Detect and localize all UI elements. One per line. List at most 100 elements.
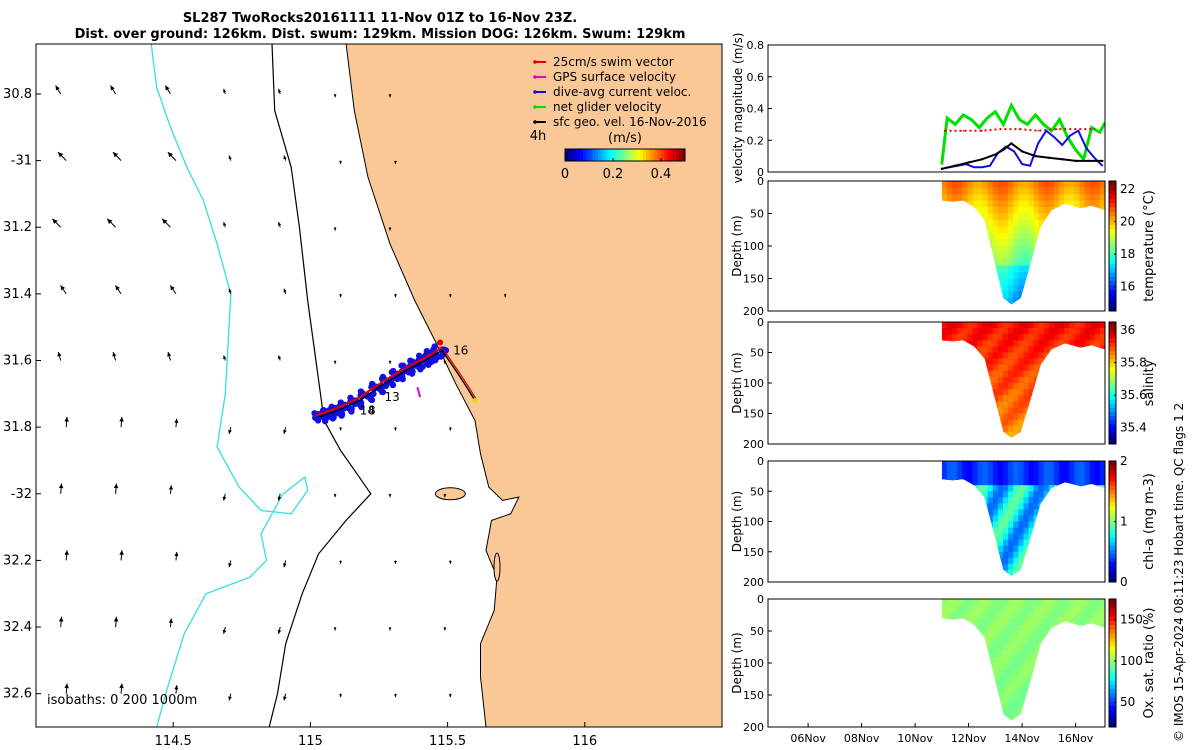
section-data-cell xyxy=(1033,557,1040,565)
section-data-cell xyxy=(1038,358,1045,366)
section-data-cell xyxy=(1079,395,1086,403)
section-data-cell xyxy=(1023,467,1030,475)
section-data-cell xyxy=(941,383,948,391)
section-data-cell xyxy=(1079,246,1086,254)
section-data-cell xyxy=(1028,272,1035,280)
section-data-cell xyxy=(1018,479,1025,487)
section-data-cell xyxy=(967,533,974,541)
section-data-cell xyxy=(957,389,964,397)
section-data-cell xyxy=(967,401,974,409)
section-data-cell xyxy=(1094,688,1101,696)
velocity-series-point xyxy=(1074,128,1077,130)
section-data-cell xyxy=(982,695,989,703)
section-data-cell xyxy=(1089,413,1096,421)
section-data-cell xyxy=(1043,497,1050,505)
section-data-cell xyxy=(952,200,959,208)
section-data-cell xyxy=(1003,688,1010,696)
section-ylabel: Depth (m) xyxy=(730,632,744,693)
section-data-cell xyxy=(1074,461,1081,469)
colorbar-cell xyxy=(1109,439,1116,445)
section-data-cell xyxy=(962,239,969,247)
colorbar-cell xyxy=(1109,298,1116,303)
section-data-cell xyxy=(1013,682,1020,690)
section-data-cell xyxy=(1003,340,1010,348)
section-data-cell xyxy=(946,413,954,421)
section-data-cell xyxy=(1064,265,1071,273)
section-data-cell xyxy=(997,643,1005,652)
colorbar-tick-label: 150 xyxy=(1120,613,1143,627)
legend-label: dive-avg current veloc. xyxy=(553,85,691,99)
section-data-cell xyxy=(1038,298,1045,305)
section-data-cell xyxy=(992,485,999,493)
section-data-cell xyxy=(997,239,1005,247)
section-data-cell xyxy=(1023,370,1030,378)
section-data-cell xyxy=(957,246,964,254)
section-data-cell xyxy=(992,618,999,626)
velocity-series-point xyxy=(1077,129,1080,132)
section-data-cell xyxy=(962,539,969,547)
geo-arrow-head xyxy=(162,218,168,224)
velocity-series-point xyxy=(1087,159,1091,163)
section-data-cell xyxy=(992,707,999,716)
section-data-cell xyxy=(1003,233,1010,241)
section-data-cell xyxy=(962,187,969,195)
section-data-cell xyxy=(967,364,974,372)
colorbar-cell xyxy=(1109,220,1116,225)
section-data-cell xyxy=(987,611,994,620)
section-data-cell xyxy=(1054,265,1061,273)
geo-velocity-arrow xyxy=(51,218,62,228)
section-data-cell xyxy=(972,233,979,241)
section-data-cell xyxy=(1094,701,1101,709)
section-data-cell xyxy=(957,200,964,208)
section-data-cell xyxy=(1033,545,1040,553)
section-data-cell xyxy=(1089,291,1096,299)
section-data-cell xyxy=(987,334,994,342)
colorbar-frame xyxy=(1108,180,1117,312)
section-data-cell xyxy=(1089,285,1096,293)
section-data-cell xyxy=(957,669,964,677)
section-data-cell xyxy=(972,695,979,703)
section-data-cell xyxy=(1028,461,1035,469)
section-data-cell xyxy=(952,473,959,481)
section-data-group xyxy=(941,181,1105,305)
section-data-cell xyxy=(1069,220,1076,228)
section-data-cell xyxy=(1033,233,1040,241)
section-data-cell xyxy=(962,431,969,438)
section-data-cell xyxy=(957,233,964,241)
speed-colorbar-cell xyxy=(625,149,629,161)
section-data-cell xyxy=(1033,656,1040,664)
geo-velocity-arrow xyxy=(394,427,397,431)
section-data-cell xyxy=(952,285,959,293)
section-data-cell xyxy=(977,376,984,384)
section-data-cell xyxy=(1094,272,1101,280)
section-data-cell xyxy=(992,701,999,709)
section-data-cell xyxy=(992,213,999,221)
section-data-cell xyxy=(941,340,948,348)
section-data-cell xyxy=(1094,611,1101,620)
geo-velocity-arrow xyxy=(339,560,342,564)
section-data-cell xyxy=(957,401,964,409)
section-data-cell xyxy=(992,328,999,336)
colorbar-cell xyxy=(1109,481,1116,486)
section-data-cell xyxy=(977,467,984,475)
section-data-cell xyxy=(977,425,984,433)
section-data-cell xyxy=(941,551,948,559)
section-data-cell xyxy=(1054,220,1061,228)
section-data-cell xyxy=(967,479,974,487)
section-data-cell xyxy=(1069,473,1076,481)
section-data-cell xyxy=(1079,707,1086,716)
section-data-cell xyxy=(1079,479,1086,487)
section-data-cell xyxy=(952,643,959,652)
velocity-series-point xyxy=(986,117,989,119)
section-data-cell xyxy=(957,187,964,195)
velocity-series-line xyxy=(941,142,1103,170)
colorbar-frame xyxy=(1108,321,1117,445)
colorbar-cell xyxy=(1109,289,1116,295)
section-data-cell xyxy=(1054,650,1061,658)
section-data-cell xyxy=(1033,328,1040,336)
section-data-cell xyxy=(1064,395,1071,403)
section-data-cell xyxy=(1079,557,1086,565)
section-data-cell xyxy=(1018,682,1025,690)
section-data-cell xyxy=(1059,509,1066,517)
section-data-cell xyxy=(1059,370,1066,378)
